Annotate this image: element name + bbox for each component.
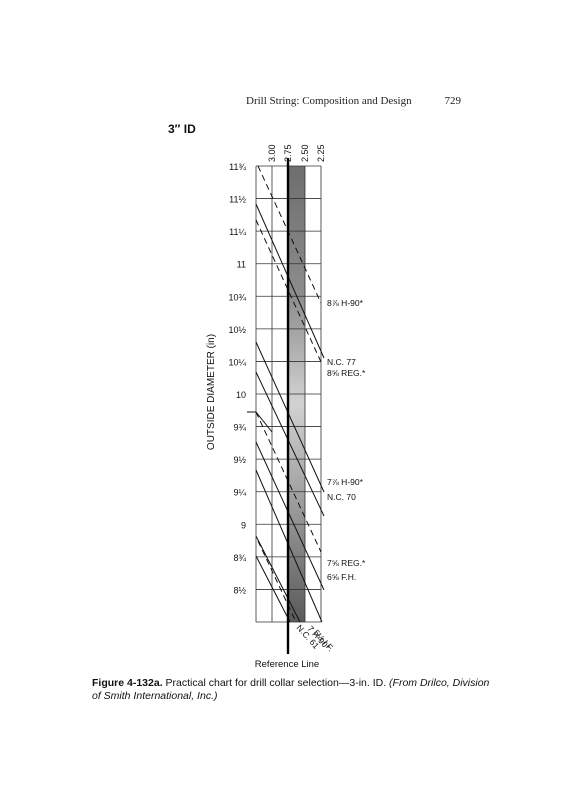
line-nc77 xyxy=(255,203,325,359)
figure-caption-text: Practical chart for drill collar selecti… xyxy=(165,677,387,689)
y-tick-label: 9 xyxy=(241,520,246,530)
connection-lines xyxy=(247,165,325,623)
connection-label: 6⅝ F.H. xyxy=(327,572,356,582)
y-tick-labels: 11¾ 11½ 11¼ 11 10¾ 10½ 10¼ 10 9¾ 9½ 9¼ 9 8¾ 8½ xyxy=(228,162,246,595)
x-axis-label: Reference Line xyxy=(255,659,319,670)
line-8-5-8-reg xyxy=(255,341,325,493)
top-axis-labels: 3.00 2.75 2.50 2.25 xyxy=(267,144,326,162)
top-axis-label: 2.50 xyxy=(300,144,310,162)
line-8-7-8-h90-dashed xyxy=(257,165,322,304)
connection-label: 7⅝ REG.* xyxy=(327,558,366,568)
y-tick-label: 10¼ xyxy=(228,357,246,367)
y-tick-label: 11¾ xyxy=(229,162,246,172)
figure-label: Figure 4-132a. xyxy=(92,677,163,689)
line-7-h90-dashed xyxy=(257,540,297,623)
page-number: 729 xyxy=(444,95,462,107)
line-nc61 xyxy=(255,555,291,623)
line-5-1-2-if xyxy=(255,535,301,623)
y-tick-label: 10½ xyxy=(228,325,246,335)
running-head-title: Drill String: Composition and Design xyxy=(246,95,412,107)
y-tick-label: 10 xyxy=(236,390,246,400)
connection-label: 7⅞ H-90* xyxy=(327,477,364,487)
line-7-5-8-reg xyxy=(255,441,325,591)
figure-source: (From Drilco, Division of Smith Internat… xyxy=(92,677,490,702)
connection-label: N.C. 70 xyxy=(327,492,356,502)
y-tick-label: 9¾ xyxy=(233,423,246,433)
top-axis-label: 2.75 xyxy=(283,144,293,162)
figure-caption: Figure 4-132a. Practical chart for drill… xyxy=(92,677,492,703)
y-tick-label: 11 xyxy=(237,260,246,270)
y-tick-label: 9¼ xyxy=(233,488,246,498)
connection-label: N.C. 77 xyxy=(327,357,356,367)
y-tick-label: 10¾ xyxy=(228,292,246,302)
connection-label: 8⅞ H-90* xyxy=(327,298,364,308)
line-nc77-dashed xyxy=(255,219,322,363)
running-header: Drill String: Composition and Design 729 xyxy=(246,95,461,107)
connection-label: 8⅝ REG.* xyxy=(327,368,366,378)
line-10-inch-marker xyxy=(247,411,273,433)
y-tick-label: 8¾ xyxy=(233,553,246,563)
top-axis-label: 2.25 xyxy=(316,144,326,162)
top-axis-label: 3.00 xyxy=(267,144,277,162)
chart-title: 3″ ID xyxy=(168,122,196,136)
y-tick-label: 11½ xyxy=(229,195,246,205)
y-tick-label: 11¼ xyxy=(229,227,246,237)
y-axis-label: OUTSIDE DIAMETER (in) xyxy=(206,334,217,450)
y-tick-label: 9½ xyxy=(233,455,246,465)
y-tick-label: 8½ xyxy=(233,585,246,595)
line-7-7-8-h90-dashed xyxy=(255,411,322,553)
line-nc70 xyxy=(255,371,325,517)
